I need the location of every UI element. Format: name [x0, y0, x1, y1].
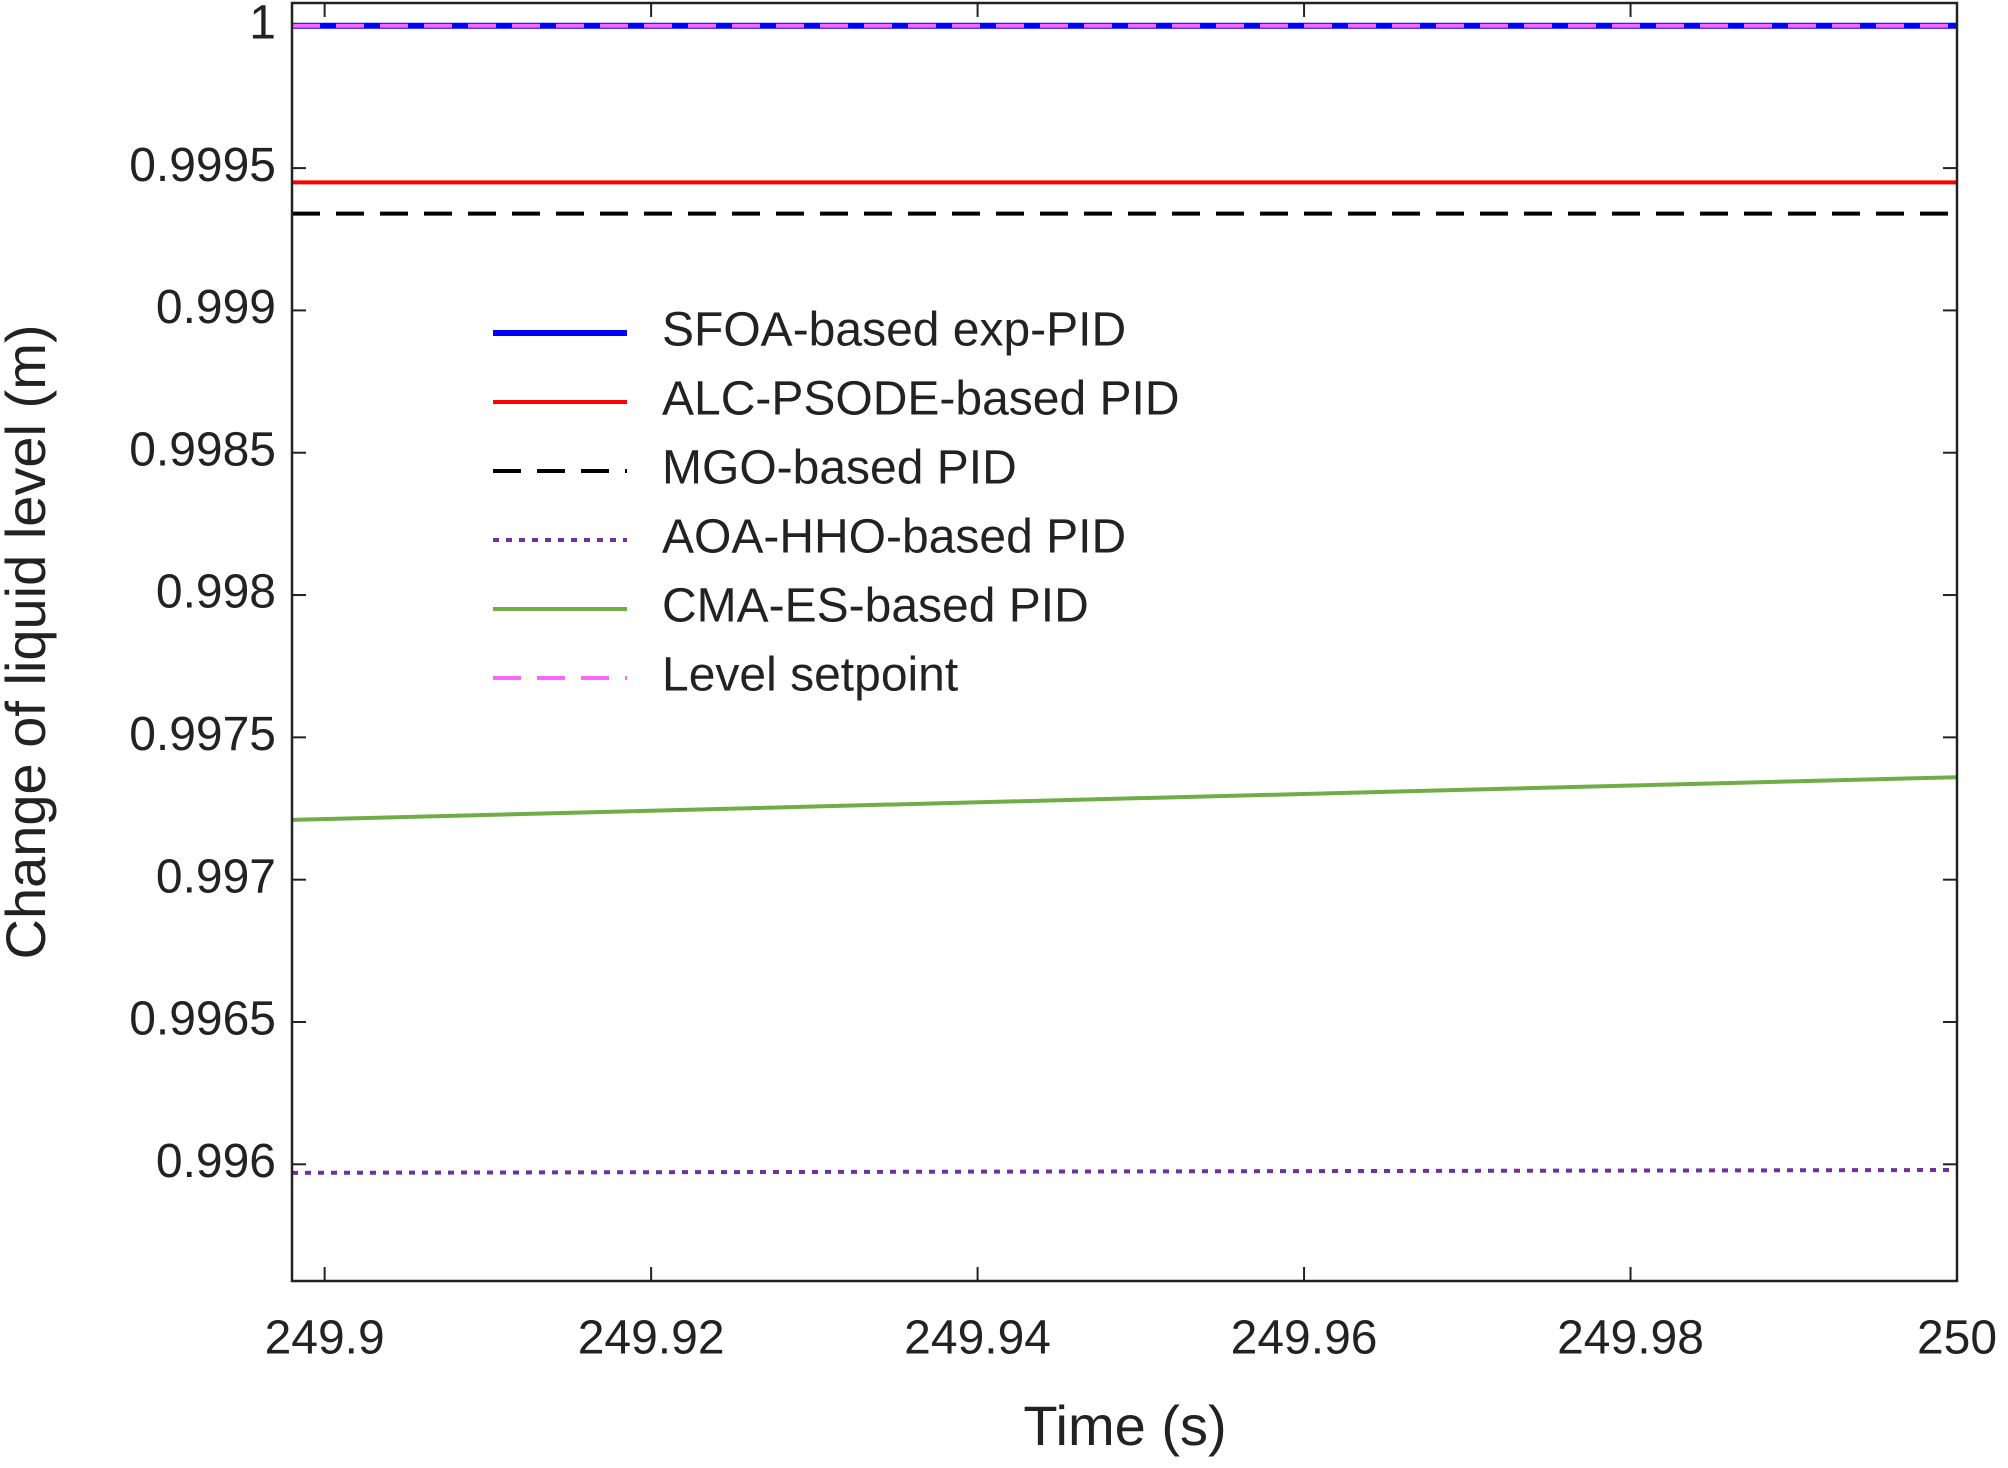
y-tick-label: 0.998: [156, 566, 276, 619]
legend-label: ALC-PSODE-based PID: [662, 373, 1180, 426]
x-tick-label: 249.9: [265, 1312, 385, 1365]
y-tick-label: 1: [249, 0, 276, 49]
series-line: [291, 1167, 1958, 1175]
legend-label: Level setpoint: [662, 649, 958, 702]
x-tick-label: 249.94: [904, 1312, 1051, 1365]
legend-label: AOA-HHO-based PID: [662, 511, 1126, 564]
y-tick-label: 0.997: [156, 850, 276, 903]
legend-label: CMA-ES-based PID: [662, 580, 1089, 633]
x-tick-label: 249.98: [1557, 1312, 1704, 1365]
plot-frame: [290, 1, 1959, 1283]
x-tick-label: 249.92: [578, 1312, 725, 1365]
y-tick-label: 0.999: [156, 281, 276, 334]
y-tick-label: 0.9985: [129, 423, 276, 476]
x-tick-label: 249.96: [1231, 1312, 1378, 1365]
y-tick-label: 0.996: [156, 1135, 276, 1188]
y-tick-label: 0.9965: [129, 993, 276, 1046]
x-tick-label: 250: [1917, 1312, 1997, 1365]
y-axis-label: Change of liquid level (m): [0, 325, 57, 960]
legend-label: MGO-based PID: [662, 442, 1017, 495]
series-line: [291, 775, 1958, 822]
y-tick-label: 0.9995: [129, 139, 276, 192]
legend-label: SFOA-based exp-PID: [662, 304, 1126, 357]
y-tick-label: 0.9975: [129, 708, 276, 761]
x-axis-label: Time (s): [1023, 1394, 1226, 1457]
